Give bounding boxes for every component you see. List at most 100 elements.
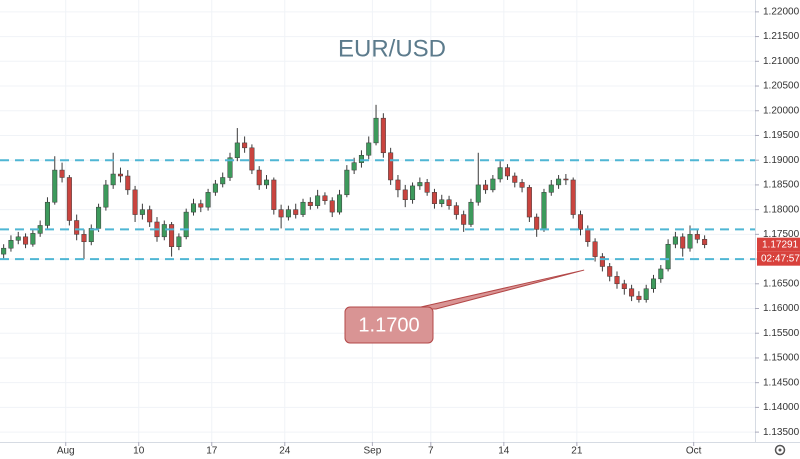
y-tick-label: 1.20500 [763,81,800,92]
candle-body [380,117,386,154]
candle-body [694,234,700,240]
candle-body [315,195,321,206]
settings-icon[interactable] [774,444,786,456]
y-tick-label: 1.14000 [763,402,800,413]
countdown-tag [757,251,800,266]
last-price-label: 1.17291 [762,239,799,250]
candle-body [526,187,532,218]
candle-body [665,243,671,270]
candle-body [585,229,591,243]
candle-body [490,178,496,191]
candle-body [534,216,540,230]
y-tick-label: 1.15500 [763,328,800,339]
candle-body [329,200,335,213]
candle-body [680,236,686,249]
candle-body [198,203,204,208]
candle-body [614,276,620,285]
candle-body [512,175,518,183]
candle-body [15,236,21,241]
candle-body [337,194,343,213]
candle-body [395,179,401,191]
candle-body [161,224,167,238]
candle-body [110,173,116,186]
x-tick-label: Aug [57,446,75,457]
candle-body [66,177,72,221]
candle-body [650,278,657,289]
candle-body [402,189,408,200]
candle-body [556,178,562,186]
candle-body [278,209,284,218]
candle-body [169,224,175,247]
candle-body [563,178,569,181]
candle-body [461,214,467,225]
candle-body [702,239,708,245]
x-tick-label: 7 [428,446,434,457]
candle-body [139,209,145,215]
y-tick-label: 1.17500 [763,229,800,240]
candle-body [504,167,510,177]
y-tick-label: 1.21000 [763,56,800,67]
candle-body [607,266,613,277]
candle-body [205,192,211,208]
candle-body [658,268,664,280]
candle-body [220,177,226,185]
candle-body [373,117,379,144]
candle-body [88,228,94,243]
candle-body [44,201,50,226]
y-tick-label: 1.20000 [763,105,800,116]
candle-body [103,184,109,208]
candle-body [410,185,416,200]
candle-body [446,199,452,206]
callout-label: 1.1700 [358,314,419,336]
candle-body [147,209,153,223]
candle-body [8,240,14,249]
candle-body [242,142,248,149]
candle-body [541,192,547,230]
y-tick-label: 1.21500 [763,31,800,42]
candle-body [351,162,357,171]
x-tick-label: 14 [498,446,510,457]
candle-body [307,201,313,206]
candle-body [453,205,459,215]
x-tick-label: 10 [133,446,145,457]
y-tick-label: 1.18000 [763,204,800,215]
x-tick-label: 17 [206,446,218,457]
candle-body [59,169,65,178]
y-tick-label: 1.15000 [763,353,800,364]
y-tick-label: 1.19000 [763,155,800,166]
candle-body [577,214,584,230]
candle-body [176,236,182,247]
candle-body [322,195,328,201]
candle-body [212,183,218,193]
candle-body [431,192,437,204]
y-tick-label: 1.16000 [763,303,800,314]
candle-body [592,241,598,257]
candle-body [475,184,481,203]
candle-body [417,182,423,187]
candle-body [424,182,430,193]
candle-body [519,182,525,188]
candle-body [293,209,299,215]
candle-body [256,169,262,186]
candle-body [621,283,627,289]
countdown-label: 02:47:57 [761,253,800,264]
candle-body [271,179,277,210]
candle-body [548,184,554,193]
candle-body [249,147,255,171]
y-tick-label: 1.22000 [763,7,800,18]
y-tick-label: 1.13500 [763,427,800,438]
candle-body [132,189,138,215]
candle-body [125,175,131,191]
candle-body [483,184,489,191]
candle-body [344,169,350,196]
candle-body [81,234,87,243]
candle-body [300,201,306,215]
y-tick-label: 1.19500 [763,130,800,141]
chart-title: EUR/USD [338,35,446,62]
candle-body [234,142,240,158]
candle-body [1,247,7,255]
y-tick-label: 1.16500 [763,278,800,289]
candle-body [23,236,29,245]
candle-body [366,142,372,156]
candle-body [629,288,635,297]
